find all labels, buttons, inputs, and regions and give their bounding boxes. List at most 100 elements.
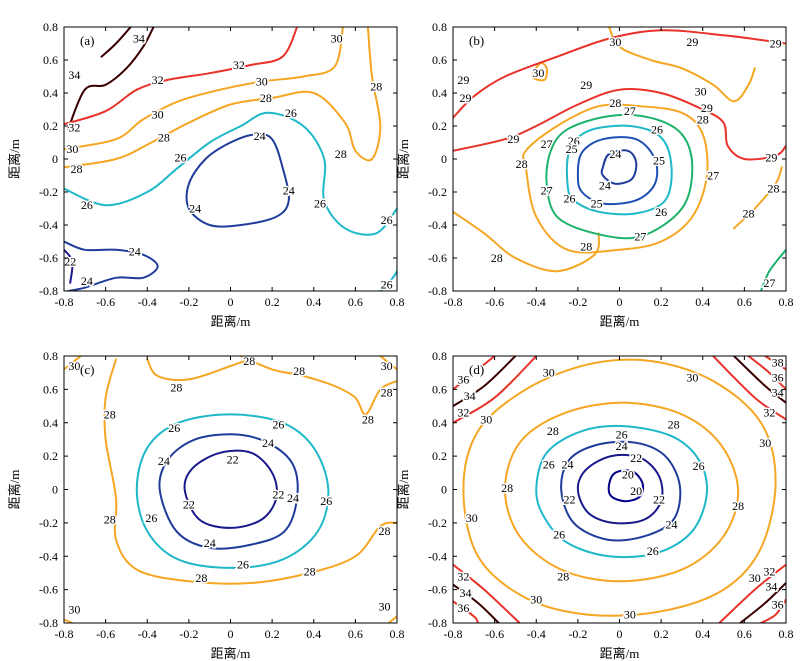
contour-value-label: 28 (557, 569, 569, 583)
contour-value-label: 30 (379, 599, 391, 613)
contour-value-label: 26 (651, 122, 663, 136)
contour-value-label: 28 (768, 182, 780, 196)
contour-line-28 (103, 358, 397, 585)
x-axis-label: 距离/m (211, 314, 251, 329)
contour-value-label: 30 (256, 74, 268, 88)
contour-line-32 (64, 27, 299, 126)
contour-value-label: 30 (532, 66, 544, 80)
contour-value-label: 30 (68, 359, 80, 373)
contour-line-28 (504, 401, 740, 583)
contour-value-label: 28 (501, 481, 513, 495)
contour-line-26 (379, 270, 397, 291)
y-axis-label: 距离/m (396, 470, 411, 510)
x-tick-label: -0.6 (485, 627, 504, 641)
y-tick-label: 0.4 (432, 416, 447, 430)
contour-value-label: 32 (763, 564, 775, 578)
contour-value-label: 30 (530, 593, 542, 607)
contour-value-label: 26 (616, 427, 628, 441)
x-tick-label: 0 (228, 627, 234, 641)
x-tick-label: 0.4 (695, 295, 710, 309)
contour-value-label: 30 (152, 107, 164, 121)
contour-value-label: 24 (561, 457, 573, 471)
contour-line-34 (453, 356, 517, 408)
contour-value-label: 32 (68, 121, 80, 135)
y-tick-label: -0.8 (39, 284, 58, 298)
contour-value-label: 34 (772, 386, 784, 400)
contour-value-label: 27 (541, 183, 553, 197)
panel-label: (b) (469, 33, 484, 48)
contour-line-34 (739, 582, 786, 623)
y-tick-label: 0.8 (432, 20, 447, 34)
contour-panel: 30 30 30 30 28 28 28 28 28 28 28 28 28 28 26 26 26 26 26 24… (7, 349, 405, 661)
contour-line-24 (600, 149, 638, 185)
contour-value-label: 29 (686, 35, 698, 49)
contour-line-34 (453, 583, 500, 623)
contour-line-30 (379, 356, 397, 371)
y-tick-label: 0.6 (43, 53, 58, 67)
contour-line-26 (565, 124, 673, 216)
contour-value-label: 32 (152, 73, 164, 87)
x-tick-label: 0.8 (779, 627, 794, 641)
contour-line-29 (453, 29, 786, 119)
contour-value-label: 28 (70, 162, 82, 176)
contour-line-34 (67, 27, 155, 131)
x-tick-label: 0 (617, 295, 623, 309)
contour-value-label: 28 (547, 424, 559, 438)
contour-value-label: 36 (772, 598, 784, 612)
y-tick-label: -0.4 (428, 549, 447, 563)
contour-value-label: 34 (765, 579, 777, 593)
contour-value-label: 36 (772, 371, 784, 385)
x-tick-label: 0.2 (654, 295, 669, 309)
contour-line-30 (462, 358, 777, 617)
y-tick-label: -0.8 (39, 616, 58, 630)
contour-value-label: 26 (381, 277, 393, 291)
contour-line-24 (64, 240, 159, 291)
x-axis-label: 距离/m (600, 314, 640, 329)
contour-line-24 (185, 133, 290, 228)
contour-line-34 (733, 356, 786, 404)
contour-value-label: 24 (204, 536, 216, 550)
contour-value-label: 28 (260, 91, 272, 105)
x-tick-label: 0.6 (348, 295, 363, 309)
contour-line-26 (535, 424, 709, 559)
y-tick-label: 0.2 (43, 449, 58, 463)
contour-value-label: 26 (272, 417, 284, 431)
y-tick-label: -0.8 (428, 616, 447, 630)
x-tick-label: -0.4 (138, 627, 157, 641)
contour-value-label: 29 (765, 150, 777, 164)
x-tick-label: 0.4 (306, 295, 321, 309)
y-tick-label: 0.4 (43, 86, 58, 100)
y-tick-label: 0.2 (432, 449, 447, 463)
contour-value-label: 24 (287, 491, 299, 505)
contour-value-label: 29 (580, 78, 592, 92)
contour-value-label: 27 (541, 137, 553, 151)
contour-line-28 (146, 356, 249, 382)
x-axis-label: 距离/m (600, 646, 640, 661)
x-tick-label: 0 (228, 295, 234, 309)
contour-line-24 (560, 440, 682, 542)
contour-value-label: 24 (609, 147, 621, 161)
y-tick-label: 0 (52, 483, 58, 497)
contour-value-label: 28 (335, 147, 347, 161)
contour-value-label: 34 (464, 389, 476, 403)
contour-value-label: 30 (331, 32, 343, 46)
contour-lines (453, 27, 786, 291)
contour-value-label: 22 (183, 498, 195, 512)
y-tick-label: -0.4 (428, 218, 447, 232)
contour-value-label: 28 (379, 524, 391, 538)
x-tick-label: 0.8 (779, 295, 794, 309)
contour-line-30 (64, 27, 344, 151)
y-axis-label: 距离/m (7, 139, 22, 179)
contour-line-36 (453, 600, 479, 623)
contour-line-25 (576, 136, 659, 206)
contour-value-label: 28 (243, 354, 255, 368)
contour-value-label: 25 (653, 154, 665, 168)
contour-value-label: 26 (647, 544, 659, 558)
y-tick-label: 0.8 (43, 349, 58, 363)
y-tick-label: -0.6 (39, 251, 58, 265)
x-tick-label: 0.2 (265, 627, 280, 641)
x-tick-label: 0.6 (737, 627, 752, 641)
